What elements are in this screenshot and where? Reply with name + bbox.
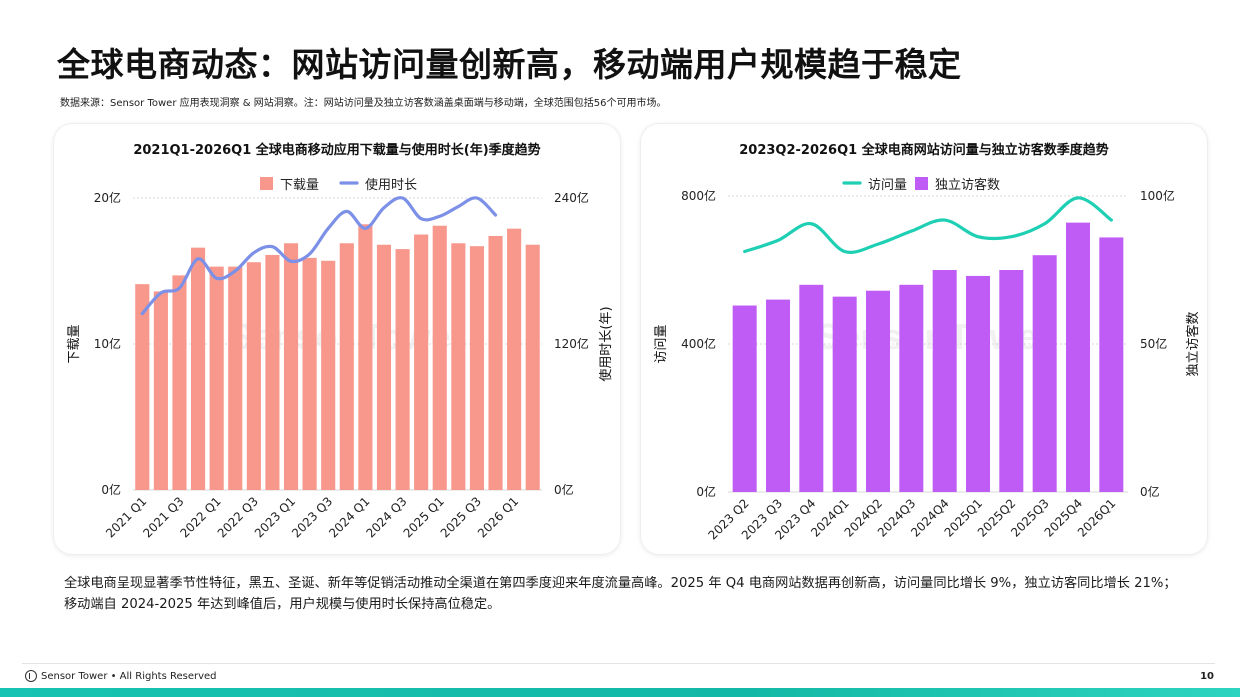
bar [358,224,373,490]
y2-axis-title: 独立访客数 [1185,311,1201,376]
line-series-使用时长 [140,196,498,316]
chart-title: 2023Q2-2026Q1 全球电商网站访问量与独立访客数季度趋势 [739,142,1108,158]
bar [1032,255,1057,492]
bar [376,244,392,490]
app-chart: 2021Q1-2026Q1 全球电商移动应用下载量与使用时长(年)季度趋势Sen… [67,142,614,540]
bar [172,275,187,490]
bar [395,249,410,490]
bar [432,225,447,490]
bar [899,284,924,492]
bar [414,234,429,490]
bar [321,260,336,490]
legend-label: 访问量 [868,178,907,193]
legend: 访问量 独立访客数 [842,177,1000,193]
y2-tick-label: 0亿 [1140,484,1160,499]
bar [507,228,522,490]
chart-panel-web: 2023Q2-2026Q1 全球电商网站访问量与独立访客数季度趋势Sensor … [641,124,1207,554]
bar [525,244,540,490]
y2-tick-label: 240亿 [554,190,589,205]
y2-tick-label: 120亿 [554,336,589,351]
bar [799,284,824,492]
chart-title: 2021Q1-2026Q1 全球电商移动应用下载量与使用时长(年)季度趋势 [133,142,540,158]
bar [228,266,243,490]
bar [302,257,317,490]
bar [469,246,484,490]
y2-tick-label: 50亿 [1140,336,1167,351]
y-tick-label: 0亿 [101,482,121,497]
web-chart: 2023Q2-2026Q1 全球电商网站访问量与独立访客数季度趋势Sensor … [654,142,1201,542]
bar [265,254,280,490]
bar [832,296,857,492]
y-tick-label: 10亿 [94,336,121,351]
y-axis-title: 访问量 [654,324,669,363]
legend-swatch-bar [260,177,273,190]
y-tick-label: 800亿 [681,188,716,203]
chart-panel-app: 2021Q1-2026Q1 全球电商移动应用下载量与使用时长(年)季度趋势Sen… [54,124,620,554]
legend-label: 使用时长 [365,177,417,193]
source-note: 数据来源：Sensor Tower 应用表现洞察 & 网站洞察。注：网站访问量及… [60,98,667,109]
bar [153,291,168,490]
footer-divider [22,663,1215,664]
bar [209,266,224,490]
bar [966,275,990,492]
bar [283,243,299,490]
bar [135,284,150,490]
y-tick-label: 400亿 [681,336,716,351]
legend-label: 下载量 [280,178,319,193]
page-title: 全球电商动态：网站访问量创新高，移动端用户规模趋于稳定 [57,45,962,84]
y-tick-label: 0亿 [696,484,716,499]
bar [1066,222,1090,492]
bar [932,270,957,492]
bar [999,270,1024,492]
y2-tick-label: 0亿 [554,482,574,497]
bar [451,243,466,490]
legend-swatch-bar [915,177,928,190]
bar [191,247,206,490]
summary-text: 全球电商呈现显著季节性特征，黑五、圣诞、新年等促销活动推动全渠道在第四季度迎来年… [64,576,1177,612]
y-tick-label: 20亿 [94,190,121,205]
bar [1099,237,1124,492]
footer-brand: Sensor Tower • All Rights Reserved [25,670,217,682]
bar [488,235,503,490]
y2-tick-label: 100亿 [1140,188,1175,203]
y2-axis-title: 使用时长(年) [598,306,614,381]
legend-label: 独立访客数 [935,177,1000,193]
page-number: 10 [1200,671,1214,682]
legend: 下载量 使用时长 [260,177,417,193]
bar [339,243,354,490]
bar [732,305,757,492]
x-tick-label: 2026 Q1 [475,494,521,540]
bar [766,299,790,492]
footer-text: Sensor Tower • All Rights Reserved [41,670,217,682]
bar [246,262,261,490]
bottom-accent-bar [0,688,1240,697]
sensor-tower-logo-icon [25,670,37,682]
y-axis-title: 下载量 [67,324,82,363]
bar [866,290,890,492]
line-series-访问量 [743,196,1113,254]
